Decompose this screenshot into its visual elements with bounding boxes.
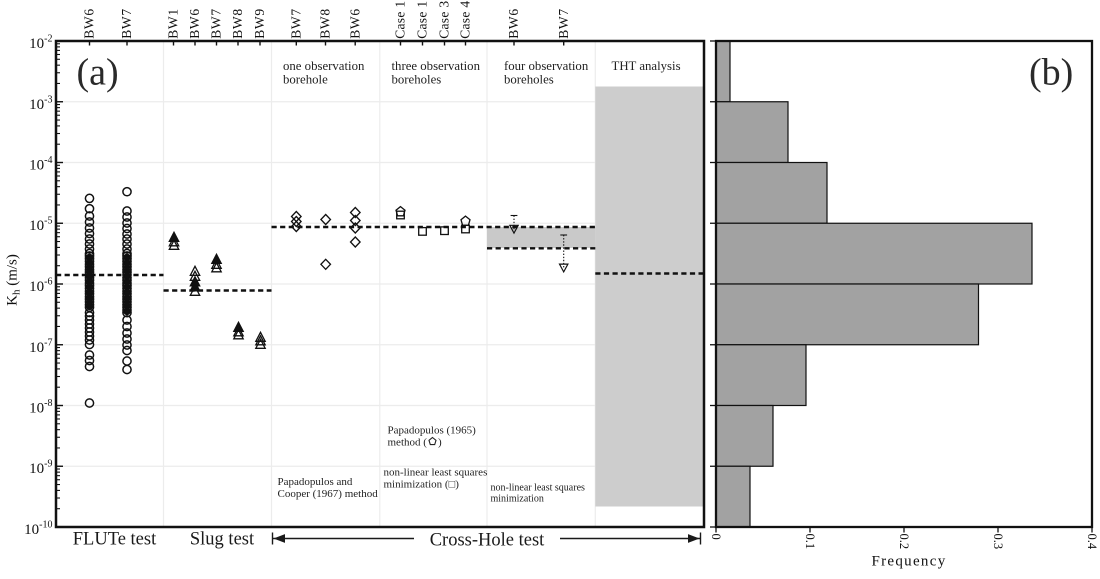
svg-text:BW1: BW1 [166, 8, 181, 39]
svg-text:boreholes: boreholes [392, 72, 442, 86]
svg-text:BW9: BW9 [252, 8, 267, 39]
svg-text:0.4: 0.4 [1085, 534, 1099, 550]
svg-text:minimization: minimization [491, 494, 544, 505]
svg-text:Case 4: Case 4 [458, 1, 473, 39]
svg-text:BW7: BW7 [289, 8, 304, 39]
svg-text:Slug test: Slug test [190, 530, 255, 550]
svg-text:Kh (m/s): Kh (m/s) [5, 254, 23, 306]
svg-text:BW7: BW7 [556, 8, 571, 39]
svg-text:Papadopulos (1965): Papadopulos (1965) [388, 425, 477, 437]
svg-text:borehole: borehole [283, 72, 328, 86]
svg-text:Cross-Hole test: Cross-Hole test [430, 531, 545, 551]
svg-text:THT analysis: THT analysis [612, 59, 681, 73]
svg-text:method (: method ( [388, 437, 428, 449]
svg-text:0.1: 0.1 [803, 534, 817, 550]
svg-text:): ) [438, 437, 442, 449]
svg-text:Case 1: Case 1 [415, 1, 430, 39]
svg-text:Case 3: Case 3 [437, 1, 452, 39]
svg-text:non-linear least squares: non-linear least squares [384, 467, 488, 479]
svg-text:BW8: BW8 [318, 8, 333, 39]
svg-text:FLUTe test: FLUTe test [73, 530, 157, 550]
svg-text:(a): (a) [77, 52, 119, 94]
svg-text:Frequency: Frequency [871, 554, 946, 570]
svg-text:(b): (b) [1029, 52, 1073, 94]
svg-text:BW6: BW6 [82, 8, 97, 39]
svg-text:BW8: BW8 [230, 8, 245, 39]
svg-text:BW6: BW6 [506, 8, 521, 39]
svg-text:minimization (□): minimization (□) [384, 479, 460, 491]
svg-text:BW7: BW7 [209, 8, 224, 39]
svg-text:Cooper (1967) method: Cooper (1967) method [278, 488, 379, 500]
svg-text:0.2: 0.2 [897, 534, 911, 550]
svg-text:0: 0 [709, 534, 723, 540]
svg-text:four observation: four observation [504, 59, 589, 73]
svg-text:0.3: 0.3 [991, 534, 1005, 550]
svg-text:Case 1: Case 1 [393, 1, 408, 39]
svg-text:BW6: BW6 [187, 8, 202, 39]
svg-text:one observation: one observation [283, 59, 365, 73]
svg-text:BW7: BW7 [119, 8, 134, 39]
svg-text:non-linear least squares: non-linear least squares [491, 483, 586, 494]
svg-text:BW6: BW6 [347, 8, 362, 39]
svg-text:Papadopulos and: Papadopulos and [278, 476, 353, 488]
svg-text:three observation: three observation [392, 59, 481, 73]
svg-text:boreholes: boreholes [504, 72, 554, 86]
